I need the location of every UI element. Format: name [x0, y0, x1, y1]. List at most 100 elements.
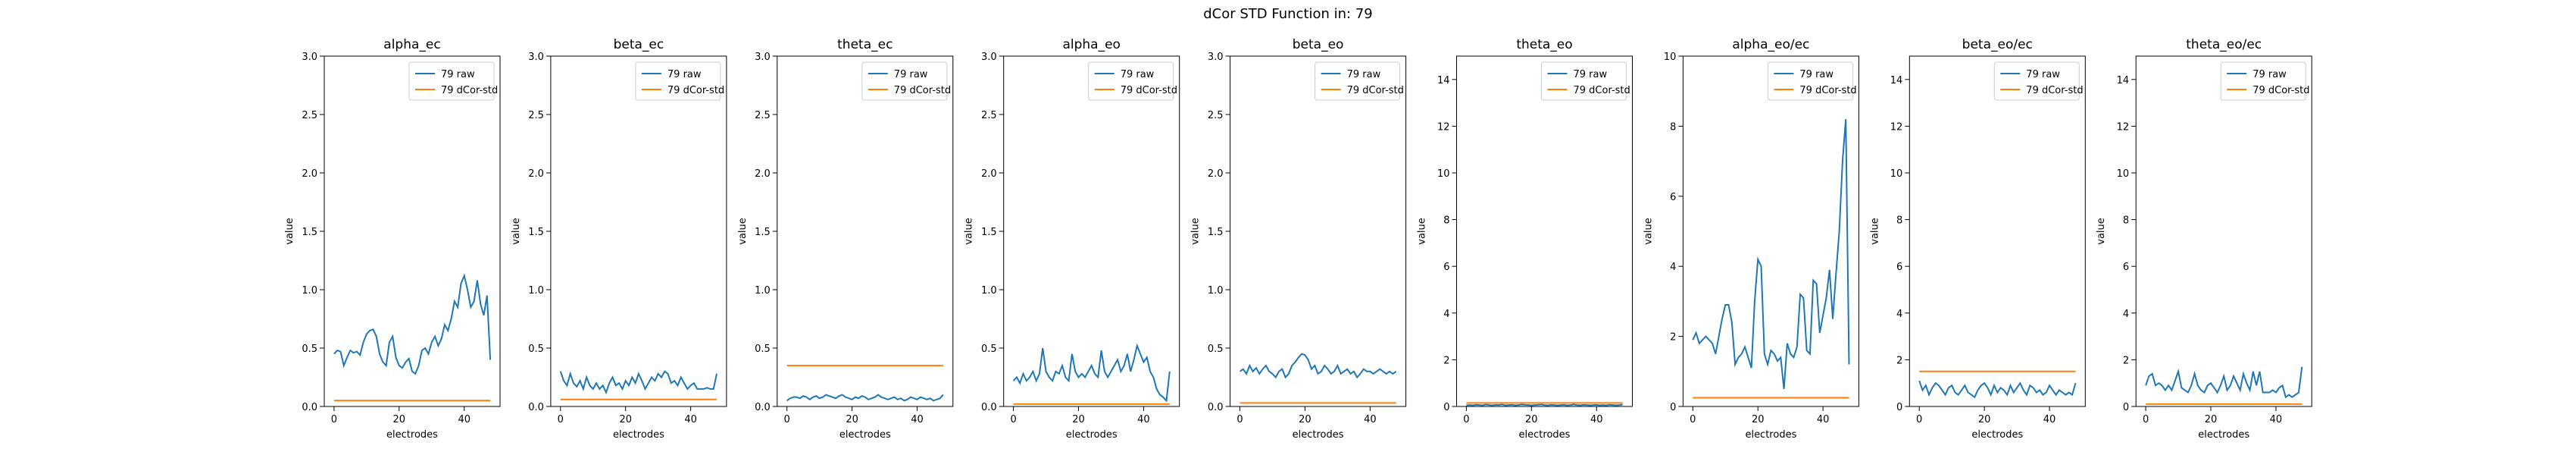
y-tick-label: 8 [2123, 215, 2129, 227]
legend-box [1993, 61, 2080, 101]
y-axis-label: value [1417, 218, 1428, 245]
y-tick-label: 1.5 [981, 227, 997, 238]
axes-frame [777, 55, 954, 407]
y-tick-label: 0.5 [1208, 344, 1224, 355]
y-tick-label: 2.5 [302, 110, 317, 121]
axes-frame [550, 55, 727, 407]
y-axis-label: value [1643, 218, 1654, 245]
y-tick-label: 2.0 [755, 168, 771, 180]
x-tick-label: 40 [2270, 414, 2283, 425]
series-line-raw [559, 370, 717, 395]
x-tick-label: 0 [331, 414, 337, 425]
x-axis-label: electrodes [386, 429, 438, 441]
legend: 79 raw 79 dCor-std [1088, 61, 1177, 101]
axes-frame [1003, 55, 1180, 407]
legend-label-dcor-std: 79 dCor-std [1347, 85, 1404, 96]
x-tick-label: 0 [558, 414, 564, 425]
y-tick-label: 0 [2123, 402, 2129, 413]
legend-label-raw: 79 raw [667, 69, 702, 80]
y-tick-label: 14 [2117, 75, 2130, 86]
x-tick-label: 0 [2143, 414, 2149, 425]
chart-panel-5: beta_eo 0.0 0.5 1.0 1.5 2.0 2.5 3.0 0 20 40 electro… [1190, 37, 1407, 441]
legend-label-dcor-std: 79 dCor-std [1799, 85, 1856, 96]
y-tick-label: 2.0 [528, 168, 544, 180]
x-axis-label: electrodes [613, 429, 664, 441]
y-tick-label: 1.5 [1208, 227, 1224, 238]
legend-box [408, 61, 495, 101]
legend-label-dcor-std: 79 dCor-std [2252, 85, 2309, 96]
x-tick-label: 20 [2205, 414, 2218, 425]
legend: 79 raw 79 dCor-std [1541, 61, 1630, 101]
x-tick-label: 0 [1463, 414, 1469, 425]
chart-panel-4: alpha_eo 0.0 0.5 1.0 1.5 2.0 2.5 3.0 0 20 40 electr… [964, 37, 1180, 441]
y-tick-label: 4 [1896, 309, 1902, 320]
y-tick-label: 14 [1437, 75, 1450, 86]
y-tick-label: 2 [1443, 355, 1449, 366]
x-tick-label: 40 [1590, 414, 1603, 425]
legend-label-dcor-std: 79 dCor-std [1574, 85, 1630, 96]
y-axis-label: value [1190, 218, 1202, 245]
x-tick-label: 0 [1690, 414, 1696, 425]
y-tick-label: 3.0 [528, 52, 544, 63]
y-tick-label: 0.5 [981, 344, 997, 355]
legend-label-raw: 79 raw [1799, 69, 1834, 80]
y-tick-label: 4 [2123, 309, 2129, 320]
x-tick-label: 20 [1978, 414, 1991, 425]
legend-box [635, 61, 721, 101]
y-axis-label: value [511, 218, 522, 245]
y-tick-label: 3.0 [981, 52, 997, 63]
x-tick-label: 40 [1137, 414, 1150, 425]
y-tick-label: 0.5 [528, 344, 544, 355]
chart-panel-2: beta_ec 0.0 0.5 1.0 1.5 2.0 2.5 3.0 0 20 40 electro… [511, 37, 727, 441]
y-tick-label: 6 [1670, 192, 1676, 203]
series-line-raw [786, 394, 944, 402]
chart-panel-7: alpha_eo/ec 0 2 4 6 8 10 0 20 40 electrodes value 79… [1643, 37, 1859, 441]
y-tick-label: 2 [1896, 355, 1902, 366]
legend: 79 raw 79 dCor-std [2220, 61, 2309, 101]
axes-frame [1456, 55, 1633, 407]
y-axis-label: value [964, 218, 975, 245]
x-tick-label: 40 [1364, 414, 1377, 425]
legend-label-dcor-std: 79 dCor-std [441, 85, 498, 96]
y-tick-label: 0.0 [981, 402, 997, 413]
x-tick-label: 20 [1072, 414, 1085, 425]
chart-title: alpha_ec [383, 37, 440, 52]
series-line-raw [1466, 403, 1623, 406]
y-tick-label: 8 [1443, 215, 1449, 227]
y-tick-label: 0 [1670, 402, 1676, 413]
chart-title: alpha_eo/ec [1732, 37, 1809, 52]
legend: 79 raw 79 dCor-std [861, 61, 951, 101]
y-tick-label: 12 [1437, 121, 1450, 133]
y-tick-label: 12 [1890, 121, 1903, 133]
legend: 79 raw 79 dCor-std [408, 61, 498, 101]
x-axis-label: electrodes [1293, 429, 1344, 441]
x-tick-label: 40 [911, 414, 924, 425]
legend-box [2220, 61, 2306, 101]
y-tick-label: 2 [1670, 332, 1676, 344]
legend-label-dcor-std: 79 dCor-std [894, 85, 951, 96]
y-tick-label: 2.0 [981, 168, 997, 180]
series-line-raw [1692, 119, 1850, 390]
legend-box [1767, 61, 1853, 101]
y-tick-label: 8 [1670, 121, 1676, 133]
y-tick-label: 1.5 [528, 227, 544, 238]
x-tick-label: 20 [619, 414, 632, 425]
y-tick-label: 2 [2123, 355, 2129, 366]
axes-frame [1909, 55, 2086, 407]
chart-title: alpha_eo [1062, 37, 1120, 52]
x-tick-label: 20 [846, 414, 858, 425]
legend-label-raw: 79 raw [441, 69, 475, 80]
x-axis-label: electrodes [2198, 429, 2249, 441]
series-line-raw [2145, 366, 2303, 399]
y-tick-label: 2.0 [302, 168, 317, 180]
y-tick-label: 0.0 [755, 402, 771, 413]
x-axis-label: electrodes [839, 429, 891, 441]
y-tick-label: 0 [1896, 402, 1902, 413]
x-tick-label: 0 [784, 414, 790, 425]
legend: 79 raw 79 dCor-std [1315, 61, 1404, 101]
y-tick-label: 10 [1890, 168, 1903, 180]
x-tick-label: 20 [1299, 414, 1311, 425]
y-tick-label: 1.0 [755, 285, 771, 297]
x-tick-label: 40 [2043, 414, 2056, 425]
legend-box [1088, 61, 1174, 101]
